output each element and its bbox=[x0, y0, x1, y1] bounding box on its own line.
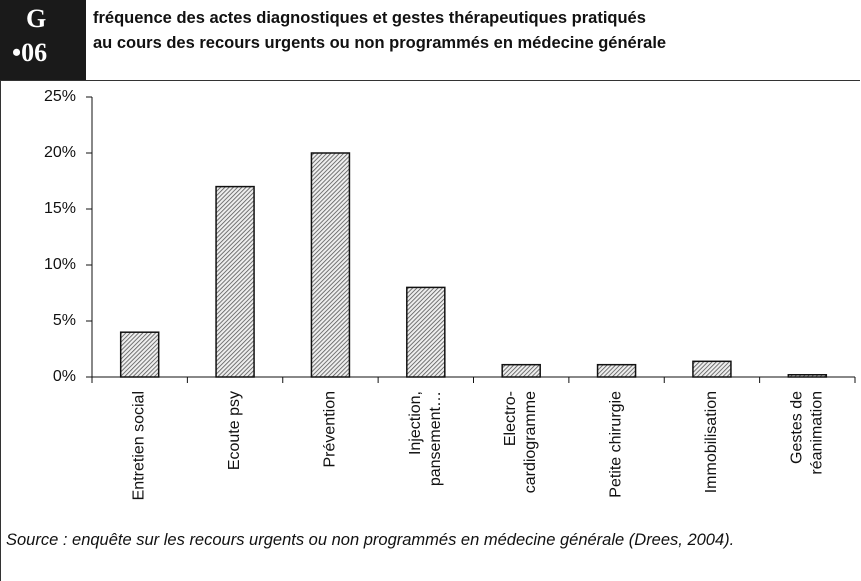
bar bbox=[787, 374, 828, 378]
x-tick-label: Electro-cardiogramme bbox=[502, 391, 539, 493]
y-tick-label: 0% bbox=[53, 368, 76, 385]
bar bbox=[692, 360, 732, 378]
y-tick-label: 25% bbox=[44, 88, 76, 105]
x-tick-label: Prévention bbox=[322, 391, 339, 468]
bar bbox=[406, 286, 446, 378]
badge-number: •06 bbox=[12, 38, 48, 67]
y-tick-label: 20% bbox=[44, 144, 76, 161]
y-tick-label: 15% bbox=[44, 200, 76, 217]
y-tick-label: 10% bbox=[44, 256, 76, 273]
x-tick-label: Gestes de réanimation bbox=[789, 391, 826, 475]
bar bbox=[215, 185, 255, 378]
bar bbox=[501, 363, 541, 378]
title-line: au cours des recours urgents ou non prog… bbox=[93, 34, 667, 52]
x-tick-label: Entretien social bbox=[131, 391, 148, 500]
badge-letter: G bbox=[26, 4, 47, 33]
y-tick-label: 5% bbox=[53, 312, 76, 329]
chart-title: fréquence des actes diagnostiques et ges… bbox=[93, 6, 666, 56]
x-tick-label: Ecoute psy bbox=[226, 391, 243, 470]
bar bbox=[119, 331, 160, 378]
bar bbox=[596, 363, 637, 378]
bar bbox=[310, 152, 351, 378]
source-note: Source : enquête sur les recours urgents… bbox=[6, 531, 735, 549]
title-line: fréquence des actes diagnostiques et ges… bbox=[93, 9, 646, 27]
x-tick-label: Petite chirurgie bbox=[608, 391, 625, 498]
x-tick-label: Injection, pansement… bbox=[407, 391, 444, 486]
figure-badge: G •06 bbox=[0, 0, 86, 80]
x-tick-label: Immobilisation bbox=[703, 391, 720, 493]
chart-frame bbox=[0, 80, 860, 581]
